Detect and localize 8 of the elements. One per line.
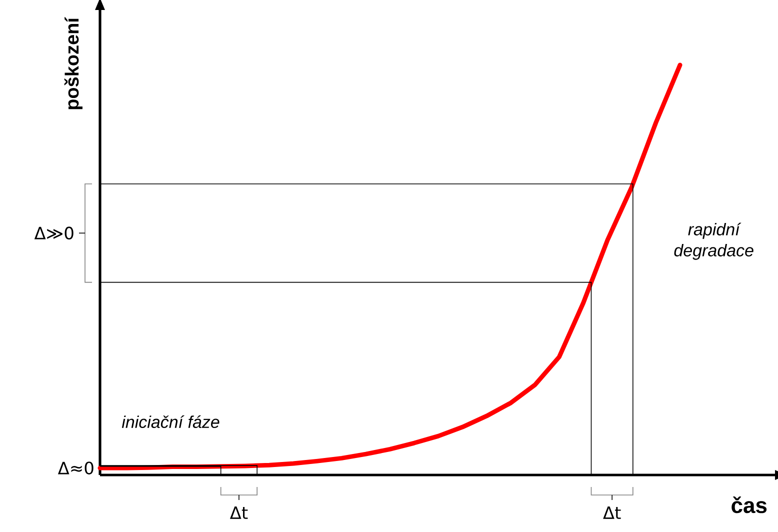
text: Δ≫0: [34, 226, 74, 240]
y-axis-title: poškození: [64, 17, 82, 110]
annotation: iniciační fáze: [122, 415, 220, 428]
x-axis-title: čas: [732, 496, 767, 514]
text: Δt: [230, 506, 248, 519]
annotation: Δ≈0: [58, 462, 94, 474]
annotation: rapidní degradace: [674, 222, 754, 260]
text: Δt: [603, 506, 621, 519]
